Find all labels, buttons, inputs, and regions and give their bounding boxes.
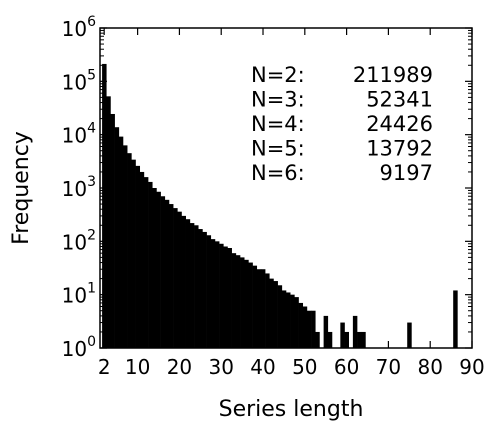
x-axis-label: Series length [219, 397, 364, 421]
x-tick-label: 20 [167, 355, 192, 379]
histogram-bar [294, 297, 299, 348]
histogram-bar [340, 322, 345, 348]
y-tick-label: 103 [62, 174, 96, 201]
histogram-bar [252, 265, 258, 348]
histogram-bar [265, 273, 270, 348]
histogram-bar [407, 322, 412, 348]
histogram-bar [114, 127, 120, 348]
histogram-bar [131, 159, 136, 348]
histogram-bar [143, 177, 149, 348]
histogram-bar [311, 310, 316, 348]
histogram-bar [194, 225, 199, 348]
histogram-bar [156, 191, 161, 348]
histogram-bar [118, 136, 124, 348]
histogram-bar [148, 181, 153, 348]
histogram-bar [327, 331, 333, 348]
histogram-bar [361, 331, 366, 348]
ticks-group: 2 10 20 30 40 50 60 70 80 90 100 101 102 103 104 105 106 [62, 14, 485, 379]
histogram-bar [277, 285, 283, 348]
y-tick-label: 105 [62, 67, 96, 94]
x-tick-label: 10 [125, 355, 150, 379]
histogram-bar [352, 315, 358, 348]
histogram-bar [110, 113, 115, 349]
y-tick-label: 101 [62, 281, 96, 308]
histogram-bar [177, 211, 182, 348]
y-axis-label: Frequency [9, 131, 34, 245]
annotation-label: N=5: [251, 137, 305, 161]
histogram-bar [227, 247, 232, 348]
x-tick-label: 80 [417, 355, 442, 379]
annotation-value: 9197 [380, 161, 433, 185]
histogram-bar [269, 278, 274, 348]
histogram-bar [189, 223, 195, 348]
histogram-bar [302, 306, 308, 348]
y-tick-label: 106 [62, 14, 96, 41]
annotation-value: 52341 [366, 88, 433, 112]
histogram-bar [453, 290, 458, 348]
histogram-bar [210, 239, 216, 348]
histogram-bar [168, 204, 174, 348]
histogram-bar [290, 294, 295, 348]
histogram-bar [152, 188, 157, 348]
annotation-label: N=6: [251, 161, 305, 185]
histogram-bar [231, 253, 237, 348]
histogram-bar [219, 243, 224, 348]
y-tick-label: 104 [62, 121, 96, 148]
histogram-bar [214, 241, 220, 348]
histogram-bar [173, 208, 178, 348]
y-tick-label: 100 [62, 334, 96, 361]
bars-group [102, 63, 458, 349]
histogram-bar [139, 171, 145, 348]
histogram-bar [223, 246, 228, 348]
x-tick-label: 40 [250, 355, 275, 379]
histogram-bar [185, 219, 191, 348]
histogram-bar [298, 302, 304, 348]
annotation-value: 13792 [366, 137, 433, 161]
histogram-bar [160, 196, 166, 348]
histogram-bar [281, 290, 287, 348]
annotation-label: N=3: [251, 88, 305, 112]
x-tick-label: 60 [334, 355, 359, 379]
histogram-bar [315, 331, 320, 348]
annotation-value: 211989 [353, 63, 433, 87]
histogram-bar [135, 165, 141, 348]
histogram-bar [202, 231, 207, 348]
histogram-bar [323, 315, 329, 348]
histogram-bar [235, 255, 241, 348]
x-tick-label: 30 [208, 355, 233, 379]
histogram-bar [357, 331, 362, 348]
histogram-bar [102, 63, 107, 348]
histogram-bar [198, 229, 203, 348]
annotation-label: N=2: [251, 63, 305, 87]
y-tick-label: 102 [62, 227, 96, 254]
histogram-bar [286, 292, 291, 348]
histogram-bar [256, 269, 262, 348]
histogram-bar [244, 259, 249, 348]
histogram-bar [240, 257, 245, 348]
annotations-group: N=2: 211989 N=3: 52341 N=4: 24426 N=5: 13792 N=6… [251, 63, 433, 185]
histogram-bar [306, 310, 312, 348]
x-tick-label: 2 [98, 355, 111, 379]
histogram-bar [344, 331, 349, 348]
histogram-bar [181, 215, 186, 348]
histogram-bar [164, 199, 170, 348]
x-tick-label: 50 [292, 355, 317, 379]
histogram-bar [127, 153, 132, 348]
histogram-bar [106, 96, 111, 348]
annotation-value: 24426 [366, 112, 433, 136]
x-tick-label: 90 [459, 355, 484, 379]
histogram-bar [122, 145, 128, 348]
histogram-bar [206, 235, 212, 348]
histogram-bar [248, 262, 253, 348]
x-tick-label: 70 [376, 355, 401, 379]
histogram-bar [273, 281, 278, 348]
histogram-bar [260, 269, 266, 348]
annotation-label: N=4: [251, 112, 305, 136]
